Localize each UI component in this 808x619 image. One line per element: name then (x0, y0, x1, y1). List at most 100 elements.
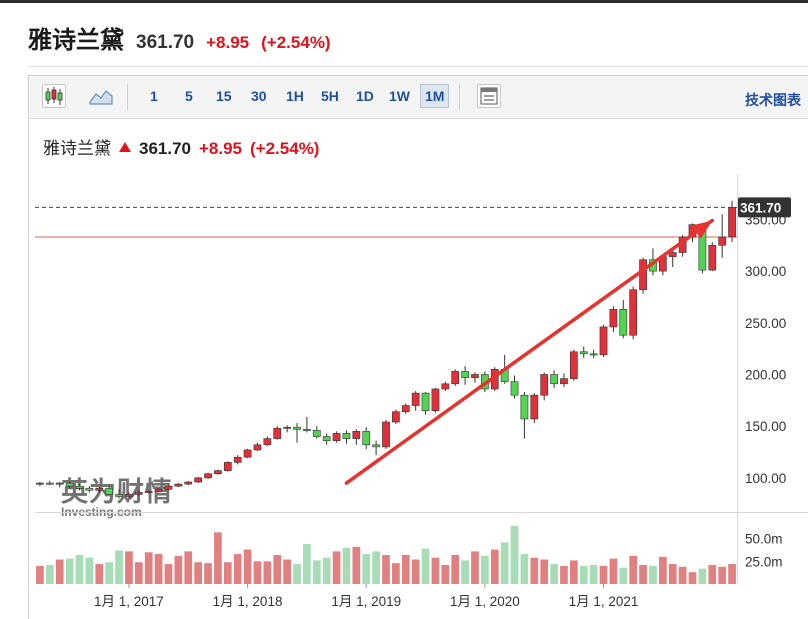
volume-bar[interactable] (144, 552, 153, 584)
candle[interactable] (451, 371, 460, 385)
candle[interactable] (273, 427, 282, 439)
volume-bar[interactable] (253, 561, 262, 584)
interval-15[interactable]: 15 (216, 88, 232, 104)
volume-bar[interactable] (342, 547, 351, 584)
volume-bar[interactable] (589, 564, 598, 584)
volume-bar[interactable] (668, 564, 677, 584)
candle[interactable] (105, 487, 114, 495)
candle[interactable] (125, 494, 133, 497)
volume-bar[interactable] (510, 525, 519, 584)
candle[interactable] (293, 426, 301, 430)
volume-bar[interactable] (95, 564, 104, 584)
price-chart[interactable]: 100.00150.00200.00250.00300.00350.0025.0… (29, 76, 808, 619)
candle[interactable] (164, 485, 173, 490)
area-chart-icon[interactable] (89, 85, 113, 112)
volume-bar[interactable] (718, 566, 727, 584)
candle[interactable] (85, 487, 94, 491)
candle[interactable] (194, 477, 203, 483)
candle[interactable] (95, 487, 104, 491)
candle[interactable] (392, 411, 400, 423)
candle[interactable] (431, 388, 440, 411)
candlestick-chart-icon[interactable] (42, 84, 66, 108)
volume-bar[interactable] (490, 549, 499, 584)
volume-bar[interactable] (312, 560, 321, 584)
candle[interactable] (510, 381, 519, 396)
volume-bar[interactable] (481, 555, 489, 584)
candle[interactable] (352, 431, 361, 439)
volume-bar[interactable] (441, 564, 450, 584)
candle[interactable] (303, 428, 311, 431)
candle[interactable] (283, 426, 291, 429)
candle[interactable] (243, 449, 252, 458)
volume-bar[interactable] (639, 564, 647, 584)
volume-bar[interactable] (233, 554, 242, 584)
candle[interactable] (619, 309, 628, 336)
volume-bar[interactable] (530, 557, 539, 584)
volume-bar[interactable] (293, 564, 301, 584)
candle[interactable] (45, 482, 54, 485)
candle[interactable] (174, 483, 183, 487)
volume-bar[interactable] (629, 555, 638, 584)
volume-bar[interactable] (283, 559, 291, 584)
volume-bar[interactable] (401, 554, 410, 584)
volume-bar[interactable] (36, 565, 44, 584)
volume-bar[interactable] (372, 551, 380, 584)
volume-bar[interactable] (214, 532, 222, 584)
layout-icon[interactable] (477, 84, 501, 108)
candle[interactable] (599, 326, 608, 356)
candle[interactable] (115, 494, 123, 497)
volume-bar[interactable] (421, 548, 430, 584)
volume-bar[interactable] (392, 563, 400, 584)
volume-bar[interactable] (273, 554, 282, 584)
volume-bar[interactable] (223, 562, 232, 584)
candle[interactable] (154, 488, 163, 492)
candle[interactable] (342, 433, 351, 439)
candle[interactable] (263, 438, 272, 446)
interval-30[interactable]: 30 (251, 88, 267, 104)
candle[interactable] (421, 392, 430, 411)
candle[interactable] (382, 421, 390, 448)
volume-bar[interactable] (698, 568, 707, 584)
volume-bar[interactable] (352, 546, 361, 584)
candle[interactable] (629, 289, 638, 336)
candle[interactable] (718, 236, 727, 246)
candle[interactable] (312, 430, 321, 437)
volume-bar[interactable] (65, 558, 74, 584)
volume-bar[interactable] (382, 554, 390, 584)
technical-chart-link[interactable]: 技术图表 (745, 92, 801, 108)
candle[interactable] (589, 353, 598, 356)
candle[interactable] (322, 436, 331, 441)
interval-1w[interactable]: 1W (389, 88, 410, 104)
volume-bar[interactable] (649, 565, 657, 584)
candle[interactable] (569, 351, 578, 379)
volume-bar[interactable] (204, 563, 212, 584)
candle[interactable] (401, 405, 410, 413)
candle[interactable] (204, 473, 212, 479)
volume-bar[interactable] (658, 556, 667, 584)
candle[interactable] (411, 392, 420, 406)
candle[interactable] (372, 444, 380, 448)
volume-bar[interactable] (45, 564, 54, 584)
candle[interactable] (223, 462, 232, 471)
volume-bar[interactable] (609, 558, 618, 584)
volume-bar[interactable] (461, 560, 469, 584)
interval-1h[interactable]: 1H (286, 88, 304, 104)
volume-bar[interactable] (411, 559, 420, 584)
candle[interactable] (550, 374, 558, 385)
candle[interactable] (75, 485, 84, 489)
candle[interactable] (579, 351, 588, 355)
candle[interactable] (639, 259, 647, 291)
interval-1[interactable]: 1 (150, 88, 158, 104)
volume-bar[interactable] (599, 565, 608, 584)
volume-bar[interactable] (678, 566, 687, 584)
candle[interactable] (609, 309, 618, 328)
candle[interactable] (253, 444, 262, 451)
volume-bar[interactable] (105, 562, 114, 584)
volume-bar[interactable] (154, 554, 163, 584)
volume-bar[interactable] (540, 559, 549, 584)
volume-bar[interactable] (194, 562, 202, 584)
volume-bar[interactable] (243, 549, 252, 584)
volume-bar[interactable] (560, 565, 568, 584)
volume-bar[interactable] (75, 554, 84, 584)
candle[interactable] (471, 374, 479, 378)
